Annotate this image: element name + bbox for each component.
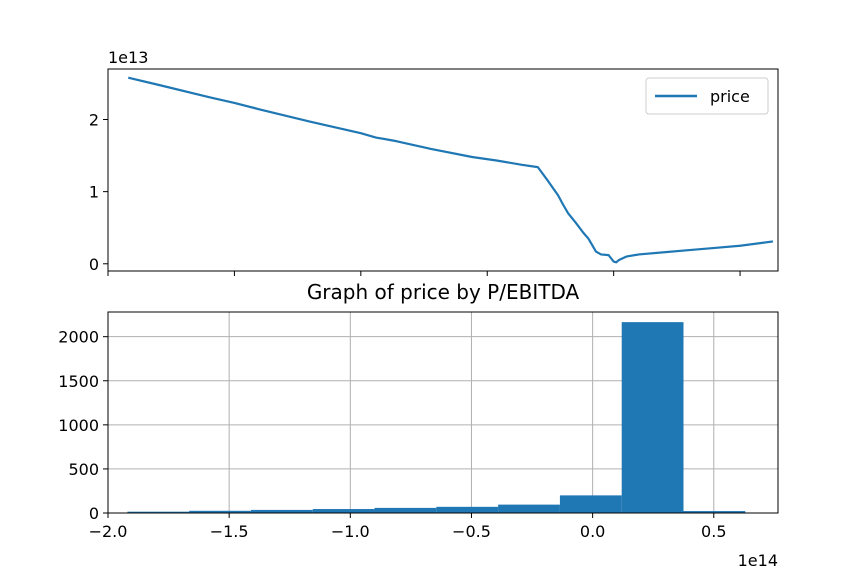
histogram-bar (559, 495, 622, 513)
x-offset-label: 1e14 (738, 551, 778, 570)
histogram-bar (436, 506, 499, 513)
x-tick-label: −1.0 (331, 522, 370, 541)
x-tick-label: −1.5 (210, 522, 249, 541)
series-line-price (127, 76, 774, 264)
histogram-bar (250, 509, 313, 513)
y-tick-label: 1 (89, 183, 99, 202)
line-chart-frame (107, 68, 779, 272)
histogram-frame (107, 311, 779, 514)
y-tick-label: 1500 (58, 372, 99, 391)
y-tick-label: 0 (89, 504, 99, 523)
y-tick-label: 2 (89, 111, 99, 130)
line-chart: 0 1 2 1e13 price (89, 48, 779, 276)
y-offset-label: 1e13 (108, 48, 148, 67)
y-tick-label: 0 (89, 255, 99, 274)
y-tick-label: 500 (68, 460, 99, 479)
histogram-bars: −2.0 −1.5 −1.0 −0.5 0.0 0.5 0 500 1000 1500 2000 (58, 322, 746, 541)
legend-box (645, 77, 769, 115)
histogram-bar (312, 509, 375, 513)
histogram-bar (127, 511, 190, 513)
x-tick-label: 0.0 (580, 522, 605, 541)
histogram-bar (683, 511, 746, 513)
x-tick-label: 0.5 (701, 522, 726, 541)
histogram-bar (498, 504, 560, 513)
x-tick-label: −0.5 (452, 522, 491, 541)
x-tick-label: −2.0 (89, 522, 128, 541)
chart-title: Graph of price by P/EBITDA (307, 280, 580, 304)
histogram-chart: −2.0 −1.5 −1.0 −0.5 0.0 0.5 0 500 1000 1500 2000 G… (58, 280, 779, 570)
line-chart-marks: 0 1 2 (89, 76, 774, 276)
y-tick-label: 1000 (58, 416, 99, 435)
y-tick-label: 2000 (58, 328, 99, 347)
histogram-bar (374, 507, 437, 513)
histogram-bar (621, 322, 684, 513)
legend-label-price: price (710, 87, 750, 106)
histogram-bar (189, 510, 251, 513)
legend: price (645, 77, 769, 115)
